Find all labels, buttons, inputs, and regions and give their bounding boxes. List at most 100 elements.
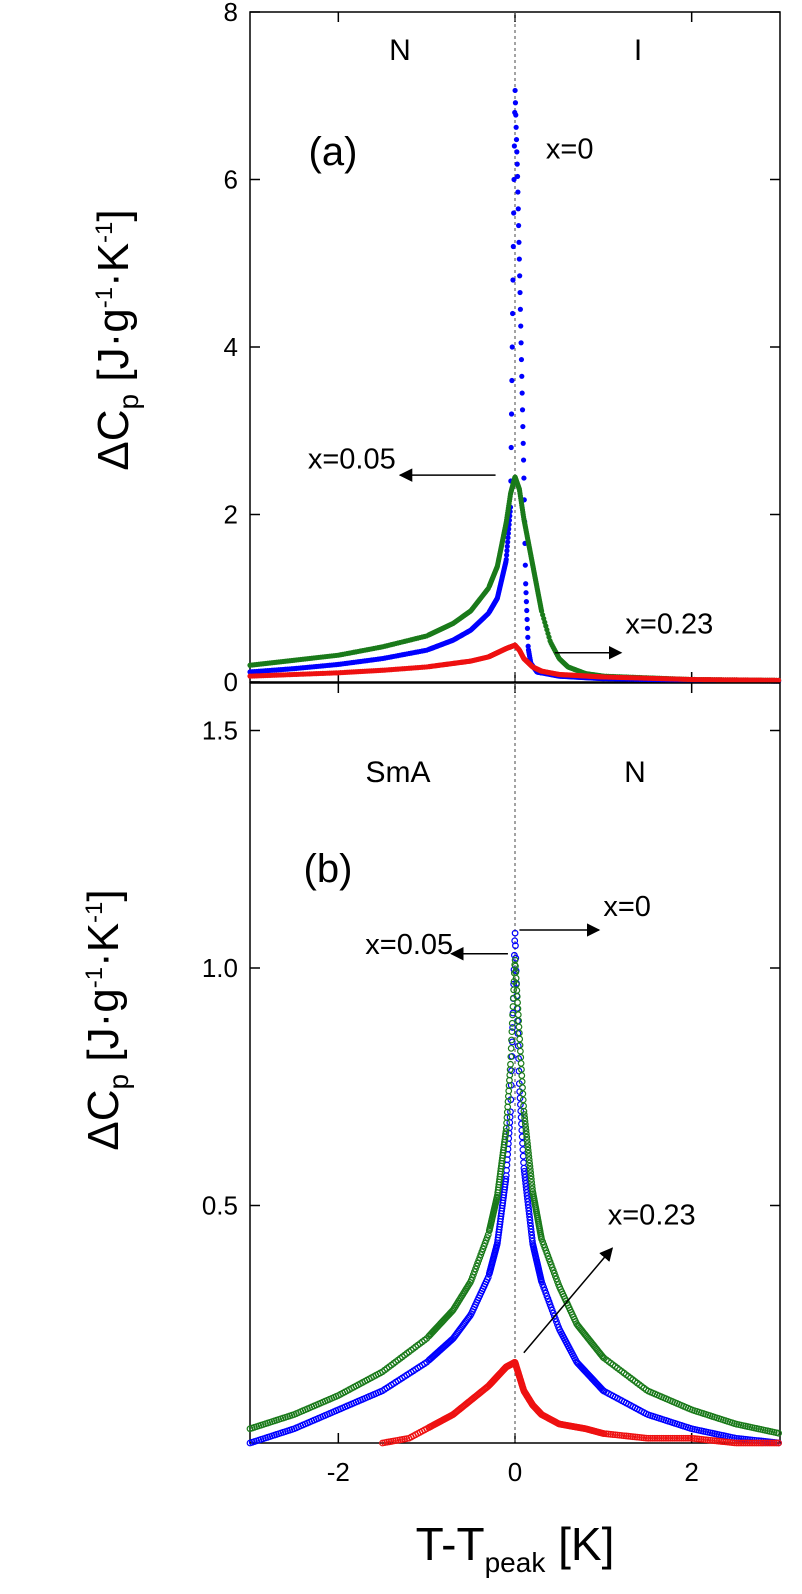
data-point bbox=[742, 1439, 749, 1447]
data-point bbox=[521, 1114, 529, 1122]
data-point bbox=[504, 552, 510, 558]
data-point bbox=[524, 1143, 532, 1151]
data-point bbox=[664, 1434, 672, 1442]
data-point bbox=[523, 1136, 531, 1144]
data-point bbox=[511, 929, 519, 937]
data-point bbox=[523, 599, 529, 605]
data-point bbox=[739, 1439, 747, 1447]
x-axis-label: T-Tpeak [K] bbox=[416, 1518, 615, 1578]
data-point bbox=[508, 1028, 516, 1036]
x-tick-label: -2 bbox=[327, 1457, 350, 1487]
y-axis-label: ΔCp [J·g-1·K-1] bbox=[89, 209, 144, 470]
data-point bbox=[520, 423, 526, 430]
panel-a-ticks: 0 2 4 6 8 bbox=[224, 0, 780, 697]
data-point bbox=[524, 607, 530, 614]
data-point bbox=[733, 1439, 741, 1447]
data-point bbox=[525, 1153, 533, 1160]
data-point bbox=[508, 1067, 515, 1075]
data-point bbox=[520, 1111, 528, 1118]
data-point bbox=[675, 1434, 683, 1442]
data-point bbox=[507, 1053, 515, 1061]
data-point bbox=[644, 1434, 652, 1442]
data-point bbox=[521, 1117, 529, 1125]
data-point bbox=[761, 1439, 769, 1447]
y-tick-label: 4 bbox=[224, 332, 238, 362]
data-point bbox=[525, 643, 531, 649]
phase-label-left: SmA bbox=[365, 756, 430, 789]
data-point bbox=[520, 457, 527, 463]
annotation-arrow bbox=[523, 1247, 614, 1354]
data-point bbox=[516, 1035, 524, 1043]
data-point bbox=[518, 1072, 526, 1079]
data-point bbox=[759, 1439, 767, 1447]
y-tick-label: 1.0 bbox=[202, 953, 238, 983]
panel-label: (b) bbox=[304, 847, 353, 891]
data-point bbox=[524, 625, 531, 632]
data-point bbox=[511, 210, 517, 216]
series-x=0.23 bbox=[379, 1358, 782, 1447]
annotation-label: x=0 bbox=[603, 891, 651, 923]
data-point bbox=[514, 161, 520, 167]
data-point bbox=[513, 112, 519, 118]
data-point bbox=[505, 539, 511, 545]
data-point bbox=[750, 1439, 758, 1447]
data-point bbox=[509, 1024, 517, 1031]
data-point bbox=[757, 1439, 765, 1447]
data-point bbox=[753, 1439, 760, 1447]
data-point bbox=[508, 444, 514, 451]
data-point bbox=[514, 149, 520, 155]
data-point bbox=[524, 1140, 531, 1148]
data-point bbox=[748, 1439, 756, 1447]
data-point bbox=[508, 1036, 515, 1044]
data-point bbox=[526, 1159, 533, 1167]
data-point bbox=[517, 306, 523, 312]
data-point bbox=[504, 548, 510, 554]
data-point bbox=[509, 344, 515, 350]
data-point bbox=[527, 1172, 535, 1180]
data-point bbox=[507, 1060, 514, 1068]
phase-label-left: N bbox=[389, 34, 411, 67]
x-tick-label: 2 bbox=[684, 1457, 698, 1487]
data-point bbox=[509, 377, 515, 384]
data-point bbox=[517, 273, 523, 279]
y-tick-label: 8 bbox=[224, 0, 238, 27]
data-point bbox=[515, 206, 521, 212]
data-point bbox=[516, 222, 522, 229]
data-point bbox=[766, 1439, 774, 1447]
data-point bbox=[671, 1434, 679, 1442]
data-point bbox=[520, 440, 526, 446]
x-tick-label: 0 bbox=[508, 1457, 522, 1487]
data-point bbox=[522, 1127, 530, 1135]
data-point bbox=[519, 1084, 526, 1092]
data-point bbox=[529, 1185, 536, 1193]
data-point bbox=[513, 136, 520, 143]
panel-a-series bbox=[247, 87, 782, 684]
annotation-label: x=0.05 bbox=[365, 929, 453, 961]
data-point bbox=[768, 1439, 776, 1447]
data-point bbox=[517, 289, 523, 296]
annotation-label: x=0 bbox=[546, 134, 594, 166]
data-point bbox=[770, 1439, 778, 1447]
y-axis-label: ΔCp [J·g-1·K-1] bbox=[79, 889, 134, 1150]
data-point bbox=[512, 87, 518, 94]
data-point bbox=[651, 1434, 659, 1442]
series-x=0.05 bbox=[246, 956, 782, 1437]
data-point bbox=[647, 1434, 654, 1442]
data-point bbox=[519, 373, 525, 379]
panel-label: (a) bbox=[309, 130, 358, 174]
data-point bbox=[516, 1047, 524, 1055]
annotation-label: x=0.23 bbox=[608, 1200, 696, 1232]
panel-b-series bbox=[246, 929, 782, 1447]
panel-b-ticks: 0.5 1.0 1.5 -2 0 2 bbox=[202, 683, 780, 1487]
data-point bbox=[525, 1156, 533, 1164]
data-point bbox=[502, 1175, 510, 1183]
data-point bbox=[669, 1434, 676, 1442]
panel-a-annotations: x=0 x=0.05 x=0.23 bbox=[308, 134, 713, 660]
data-point bbox=[662, 1434, 670, 1442]
data-point bbox=[522, 562, 528, 568]
data-point bbox=[521, 1120, 529, 1128]
annotation-label: x=0.05 bbox=[308, 443, 396, 475]
data-point bbox=[735, 1439, 743, 1447]
data-point bbox=[755, 1439, 763, 1447]
